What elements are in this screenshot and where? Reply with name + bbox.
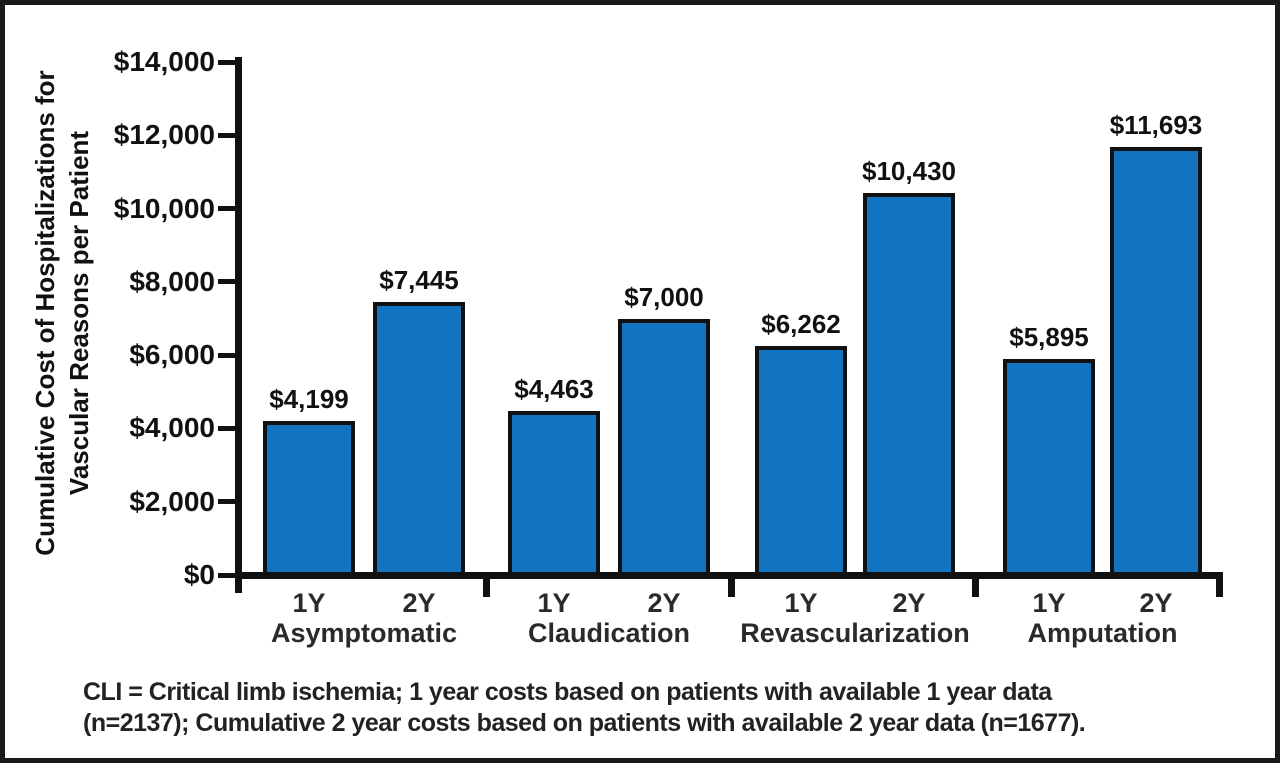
y-axis-tick-label: $2,000 (129, 485, 215, 517)
y-axis-tick-label: $6,000 (129, 339, 215, 371)
bar-value-label: $10,430 (862, 155, 956, 186)
bar (755, 345, 847, 576)
y-axis-tick-label: $8,000 (129, 265, 215, 297)
category-label: Revascularization (740, 618, 970, 648)
y-axis-tick-label: $4,000 (129, 412, 215, 444)
bar-x-label: 1Y (537, 588, 571, 618)
y-axis-tick (218, 59, 236, 65)
bar-x-label: 1Y (1032, 588, 1066, 618)
bar-value-label: $7,445 (379, 265, 459, 296)
y-axis-tick (218, 499, 236, 505)
category-label: Amputation (1027, 618, 1178, 648)
bar-x-label: 2Y (1139, 588, 1173, 618)
bar (1003, 358, 1095, 576)
x-axis-separator-tick (728, 575, 735, 597)
bar-x-label: 2Y (892, 588, 926, 618)
footnote: CLI = Critical limb ischemia; 1 year cos… (83, 677, 1086, 739)
y-axis-tick-label: $14,000 (113, 46, 215, 77)
y-axis-tick (218, 279, 236, 285)
bar-value-label: $6,262 (761, 308, 841, 339)
bar-value-label: $4,463 (514, 374, 594, 405)
y-axis-tick-label: $10,000 (113, 192, 215, 224)
x-axis-line (235, 572, 1223, 579)
bar-value-label: $5,895 (1009, 321, 1089, 352)
category-label: Claudication (527, 618, 690, 648)
bar (618, 318, 710, 576)
y-axis-tick (218, 572, 236, 578)
bar-x-label: 2Y (647, 588, 681, 618)
bar-x-label: 1Y (784, 588, 818, 618)
bar (863, 192, 955, 576)
y-axis-tick (218, 352, 236, 358)
bar-value-label: $11,693 (1109, 109, 1203, 140)
y-axis-tick-label: $12,000 (113, 119, 215, 151)
y-axis-tick (218, 132, 236, 138)
footnote-line1: CLI = Critical limb ischemia; 1 year cos… (83, 678, 1052, 706)
y-axis-tick (218, 425, 236, 431)
bar-x-label: 2Y (402, 588, 436, 618)
bar (373, 302, 465, 576)
bar-value-label: $4,199 (269, 384, 349, 415)
category-label: Asymptomatic (270, 618, 458, 648)
y-axis-line (235, 57, 242, 593)
bar (1110, 146, 1202, 576)
footnote-line2: (n=2137); Cumulative 2 year costs based … (83, 709, 1086, 737)
bar-x-label: 1Y (292, 588, 326, 618)
bar (508, 411, 600, 576)
x-axis-separator-tick (483, 575, 490, 597)
bar (263, 421, 355, 576)
x-axis-separator-tick (972, 575, 979, 597)
x-axis-separator-tick (1216, 575, 1223, 597)
y-axis-tick-label: $0 (183, 559, 215, 590)
bar-value-label: $7,000 (624, 281, 704, 312)
y-axis-tick (218, 206, 236, 212)
